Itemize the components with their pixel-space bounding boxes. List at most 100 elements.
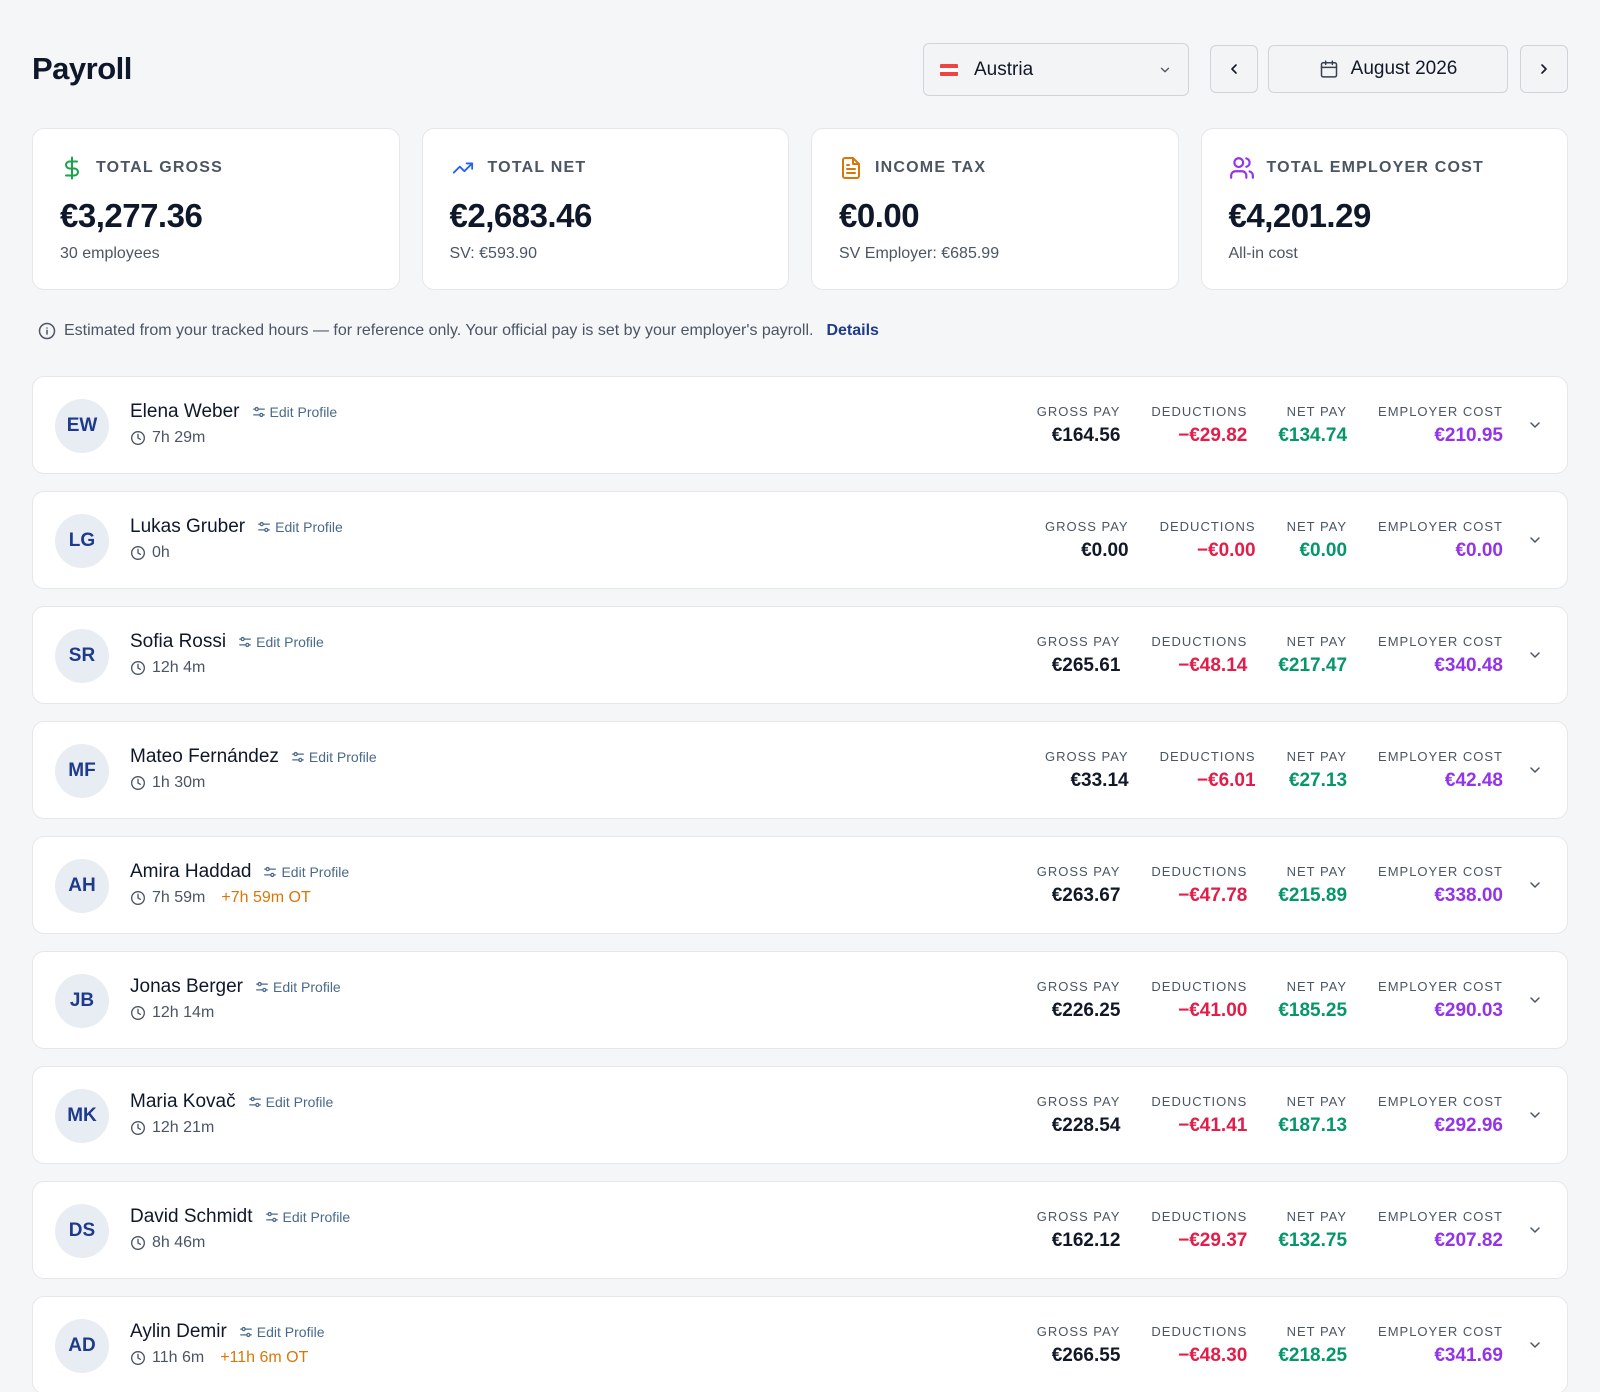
employee-row[interactable]: MF Mateo Fernández Edit Profile 1h 30m G… (32, 721, 1568, 819)
employee-name: Maria Kovač (130, 1091, 236, 1112)
edit-profile-label: Edit Profile (275, 519, 343, 535)
deductions: DEDUCTIONS −€48.14 (1151, 634, 1247, 677)
edit-profile-link[interactable]: Edit Profile (265, 1209, 350, 1225)
stat-card-employer-cost: TOTAL EMPLOYER COST €4,201.29 All-in cos… (1200, 128, 1568, 290)
document-icon (842, 157, 860, 179)
employer-cost-value: €290.03 (1434, 1000, 1503, 1021)
tracked-hours: 7h 29m (152, 429, 206, 446)
expand-row-button[interactable] (1525, 530, 1545, 550)
stat-value: €4,201.29 (1228, 197, 1372, 234)
deductions: DEDUCTIONS −€41.41 (1151, 1094, 1247, 1137)
deductions: DEDUCTIONS −€29.37 (1151, 1209, 1247, 1252)
gross-pay-label: GROSS PAY (1036, 1209, 1121, 1224)
notice-text: Estimated from your tracked hours — for … (64, 322, 814, 339)
avatar: AD (55, 1319, 109, 1373)
employer-cost-value: €340.48 (1434, 655, 1503, 676)
net-pay-value: €0.00 (1299, 540, 1348, 561)
deductions: DEDUCTIONS −€47.78 (1151, 864, 1247, 907)
gross-pay-value: €266.55 (1051, 1345, 1121, 1366)
edit-profile-link[interactable]: Edit Profile (238, 634, 324, 650)
net-pay: NET PAY €134.74 (1278, 404, 1347, 447)
stat-label: TOTAL GROSS (96, 159, 223, 176)
month-picker-button[interactable]: August 2026 (1268, 45, 1508, 93)
gross-pay: GROSS PAY €266.55 (1037, 1324, 1121, 1367)
page-header: Payroll Austria August 2026 (32, 43, 1568, 96)
chevron-down-icon (1530, 1227, 1540, 1233)
expand-row-button[interactable] (1525, 1335, 1545, 1355)
employer-cost-value: €207.82 (1434, 1230, 1503, 1251)
edit-profile-link[interactable]: Edit Profile (248, 1094, 334, 1110)
deductions-label: DEDUCTIONS (1151, 864, 1248, 879)
employer-cost-value: €338.00 (1434, 885, 1503, 906)
deductions-value: −€48.14 (1178, 655, 1248, 676)
chevron-down-icon (1160, 67, 1170, 72)
gross-pay-value: €228.54 (1051, 1115, 1121, 1136)
employer-cost: EMPLOYER COST €290.03 (1378, 979, 1503, 1022)
edit-profile-label: Edit Profile (265, 1094, 334, 1110)
expand-row-button[interactable] (1525, 990, 1545, 1010)
employee-row[interactable]: EW Elena Weber Edit Profile 7h 29m GROSS… (32, 376, 1568, 474)
net-pay-label: NET PAY (1286, 864, 1348, 879)
gross-pay: GROSS PAY €265.61 (1037, 634, 1121, 677)
net-pay-value: €27.13 (1288, 770, 1348, 791)
employee-name: Aylin Demir (130, 1321, 227, 1342)
edit-profile-label: Edit Profile (269, 404, 338, 420)
calendar-icon (1320, 60, 1337, 78)
employee-name: Lukas Gruber (130, 516, 246, 537)
expand-row-button[interactable] (1525, 415, 1545, 435)
edit-profile-link[interactable]: Edit Profile (239, 1324, 324, 1340)
country-select[interactable]: Austria (923, 43, 1189, 96)
net-pay-value: €187.13 (1278, 1115, 1348, 1136)
chevron-down-icon (1530, 652, 1540, 658)
gross-pay-value: €265.61 (1051, 655, 1121, 676)
stat-card-total-net: TOTAL NET €2,683.46 SV: €593.90 (421, 128, 789, 290)
employee-row[interactable]: JB Jonas Berger Edit Profile 12h 14m GRO… (32, 951, 1568, 1049)
edit-profile-link[interactable]: Edit Profile (257, 519, 343, 535)
expand-row-button[interactable] (1525, 760, 1545, 780)
deductions-label: DEDUCTIONS (1151, 979, 1248, 994)
deductions-value: −€48.30 (1178, 1345, 1248, 1366)
edit-profile-link[interactable]: Edit Profile (255, 979, 341, 995)
employee-row[interactable]: MK Maria Kovač Edit Profile 12h 21m GROS… (32, 1066, 1568, 1164)
edit-profile-link[interactable]: Edit Profile (252, 404, 338, 420)
edit-profile-link[interactable]: Edit Profile (291, 749, 377, 765)
deductions-value: −€41.00 (1178, 1000, 1248, 1021)
next-month-button[interactable] (1520, 45, 1568, 93)
summary-stats: TOTAL GROSS €3,277.36 30 employees TOTAL… (32, 128, 1568, 290)
employee-row[interactable]: DS David Schmidt Edit Profile 8h 46m GRO… (32, 1181, 1568, 1279)
employee-name: Jonas Berger (130, 976, 244, 997)
net-pay: NET PAY €217.47 (1278, 634, 1347, 677)
employee-row[interactable]: AD Aylin Demir Edit Profile 11h 6m +11h … (32, 1296, 1568, 1392)
previous-month-button[interactable] (1210, 45, 1258, 93)
info-icon (38, 322, 56, 340)
stat-label: INCOME TAX (875, 159, 987, 176)
clock-icon (131, 1121, 145, 1135)
details-link[interactable]: Details (826, 322, 879, 339)
dollar-icon (65, 156, 79, 180)
employee-row[interactable]: SR Sofia Rossi Edit Profile 12h 4m GROSS… (32, 606, 1568, 704)
expand-row-button[interactable] (1525, 1220, 1545, 1240)
deductions: DEDUCTIONS −€0.00 (1160, 519, 1256, 562)
employer-cost: EMPLOYER COST €341.69 (1378, 1324, 1503, 1367)
sliders-icon (264, 866, 277, 878)
net-pay: NET PAY €0.00 (1287, 519, 1347, 562)
edit-profile-link[interactable]: Edit Profile (263, 864, 349, 880)
employee-list: EW Elena Weber Edit Profile 7h 29m GROSS… (32, 376, 1568, 1392)
employee-row[interactable]: AH Amira Haddad Edit Profile 7h 59m +7h … (32, 836, 1568, 934)
avatar: LG (55, 514, 109, 568)
employee-row[interactable]: LG Lukas Gruber Edit Profile 0h GROSS PA… (32, 491, 1568, 589)
deductions-label: DEDUCTIONS (1151, 404, 1248, 419)
sliders-icon (252, 406, 265, 418)
sliders-icon (265, 1211, 278, 1223)
clock-icon (131, 661, 145, 675)
gross-pay-label: GROSS PAY (1036, 979, 1121, 994)
tracked-hours: 11h 6m (152, 1349, 205, 1366)
expand-row-button[interactable] (1525, 1105, 1545, 1125)
employer-cost: EMPLOYER COST €0.00 (1378, 519, 1503, 562)
sliders-icon (239, 1326, 252, 1338)
net-pay-label: NET PAY (1286, 634, 1348, 649)
employee-name: David Schmidt (130, 1206, 253, 1227)
stat-subtext: 30 employees (60, 245, 160, 262)
expand-row-button[interactable] (1525, 875, 1545, 895)
expand-row-button[interactable] (1525, 645, 1545, 665)
